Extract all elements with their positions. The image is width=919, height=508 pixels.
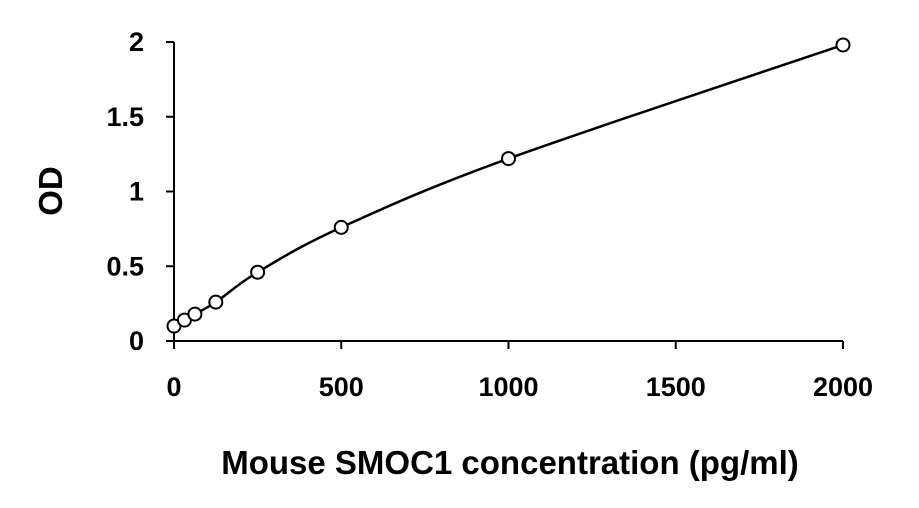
x-axis-title: Mouse SMOC1 concentration (pg/ml) [221, 444, 799, 481]
fit-curve [173, 43, 844, 328]
x-tick-label: 1000 [478, 372, 538, 402]
data-point [187, 306, 203, 322]
y-axis-ticks: 0 0.5 1 1.5 2 [106, 27, 174, 356]
y-tick-label: 0 [129, 326, 144, 356]
data-points [166, 37, 851, 334]
data-point [501, 151, 516, 167]
x-tick-label: 2000 [813, 372, 873, 402]
x-tick-label: 500 [319, 372, 364, 402]
data-point [333, 219, 349, 235]
x-tick-label: 0 [166, 372, 181, 402]
x-tick-label: 1500 [646, 372, 706, 402]
y-tick-label: 1.5 [106, 102, 144, 132]
data-point [835, 37, 851, 53]
y-axis-title: OD [32, 166, 69, 216]
x-axis-ticks: 0 500 1000 1500 2000 [166, 341, 873, 402]
data-point [208, 294, 224, 310]
data-point [250, 264, 266, 280]
y-tick-label: 0.5 [106, 251, 144, 281]
y-tick-label: 1 [129, 177, 144, 207]
axes: 0 0.5 1 1.5 2 0 500 1000 1500 2000 [106, 27, 873, 402]
y-tick-label: 2 [129, 27, 144, 57]
